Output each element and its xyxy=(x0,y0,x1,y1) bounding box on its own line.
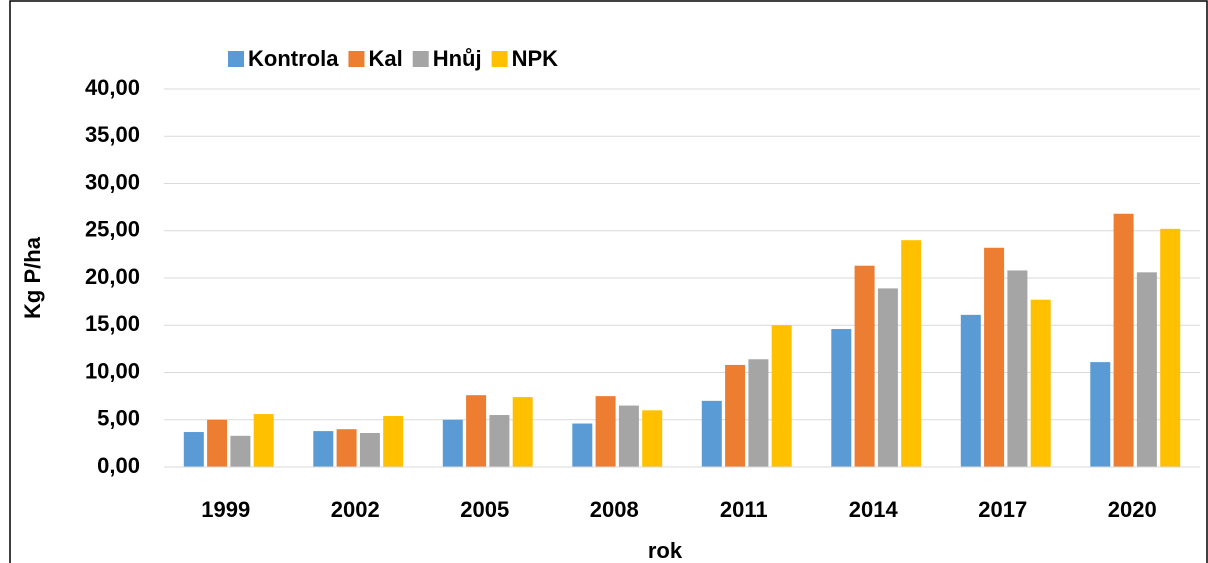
bar xyxy=(207,419,228,467)
y-tick-label: 10,00 xyxy=(85,358,140,383)
bar xyxy=(748,359,769,467)
y-tick-label: 15,00 xyxy=(85,311,140,336)
y-tick-label: 25,00 xyxy=(85,217,140,242)
bar xyxy=(313,431,334,467)
x-tick-label: 2002 xyxy=(331,497,380,522)
bar xyxy=(960,314,981,467)
bar xyxy=(701,400,722,467)
x-axis-label: rok xyxy=(648,538,683,563)
bar xyxy=(466,395,487,467)
legend-label: Kal xyxy=(368,46,402,71)
x-tick-label: 2020 xyxy=(1108,497,1157,522)
x-tick-label: 1999 xyxy=(201,497,250,522)
bar xyxy=(984,247,1005,467)
legend-label: Kontrola xyxy=(248,46,339,71)
bar xyxy=(595,396,616,467)
legend-swatch xyxy=(348,51,365,67)
x-tick-label: 2014 xyxy=(849,497,899,522)
y-tick-label: 0,00 xyxy=(97,453,140,478)
y-tick-label: 40,00 xyxy=(85,75,140,100)
legend-label: NPK xyxy=(512,46,559,71)
y-tick-label: 5,00 xyxy=(97,406,140,431)
bar xyxy=(618,405,639,467)
bar xyxy=(831,329,852,467)
bar xyxy=(901,240,922,467)
bar xyxy=(183,432,204,467)
x-tick-label: 2017 xyxy=(978,497,1027,522)
bar xyxy=(1113,213,1134,467)
bar xyxy=(489,415,510,467)
bar xyxy=(383,415,404,467)
bar xyxy=(642,410,663,467)
y-tick-label: 20,00 xyxy=(85,264,140,289)
bar xyxy=(230,435,251,467)
bar xyxy=(336,429,357,467)
bar xyxy=(854,265,875,467)
bar xyxy=(725,364,746,467)
legend-swatch xyxy=(228,51,244,67)
bar xyxy=(877,288,898,467)
bar xyxy=(1090,362,1111,467)
legend-swatch xyxy=(491,51,508,67)
chart-border xyxy=(9,0,1208,563)
bar xyxy=(1007,270,1028,467)
bar xyxy=(1136,272,1157,467)
bar xyxy=(771,325,792,467)
bar xyxy=(253,414,274,467)
bar xyxy=(572,423,593,467)
y-axis-label: Kg P/ha xyxy=(20,236,45,319)
bar xyxy=(359,432,380,467)
y-tick-label: 30,00 xyxy=(85,169,140,194)
x-tick-label: 2011 xyxy=(720,497,768,522)
bar xyxy=(1030,299,1051,467)
x-tick-label: 2005 xyxy=(460,497,509,522)
x-tick-label: 2008 xyxy=(590,497,639,522)
legend-label: Hnůj xyxy=(433,46,482,71)
bar xyxy=(512,397,533,467)
legend-swatch xyxy=(412,51,429,67)
bar xyxy=(1160,228,1181,467)
bar xyxy=(442,419,463,467)
y-tick-label: 35,00 xyxy=(85,122,140,147)
